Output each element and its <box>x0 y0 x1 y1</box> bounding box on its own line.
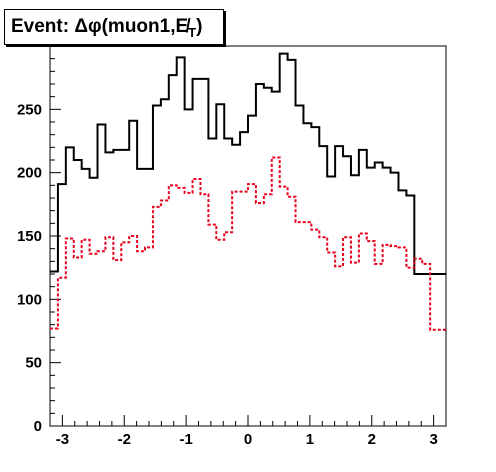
series-layer <box>50 52 446 331</box>
x-tick-label: 0 <box>244 431 252 448</box>
y-axis: 0 50 100 150 200 250 <box>17 58 61 435</box>
histogram-series-2 <box>50 156 446 331</box>
y-tick-label: 50 <box>25 355 42 372</box>
y-tick-label: 200 <box>17 165 42 182</box>
chart-title-text: Event: Δφ(muon1,E̸ <box>11 16 189 37</box>
chart-title: Event: Δφ(muon1,E̸T) <box>4 9 224 45</box>
x-tick-label: -2 <box>118 431 131 448</box>
y-tick-label: 0 <box>34 418 42 435</box>
y-tick-label: 250 <box>17 101 42 118</box>
x-axis: -3 -2 -1 0 1 2 3 <box>49 415 447 448</box>
plot-frame <box>49 45 447 427</box>
x-tick-label: 3 <box>429 431 437 448</box>
chart-title-subscript: T <box>188 24 197 40</box>
y-tick-label: 150 <box>17 228 42 245</box>
chart-title-close: ) <box>196 16 203 37</box>
x-tick-label: 1 <box>306 431 314 448</box>
x-tick-label: -3 <box>56 431 69 448</box>
x-tick-label: -1 <box>179 431 192 448</box>
histogram-series-1 <box>50 52 446 275</box>
x-tick-label: 2 <box>368 431 376 448</box>
y-tick-label: 100 <box>17 291 42 308</box>
